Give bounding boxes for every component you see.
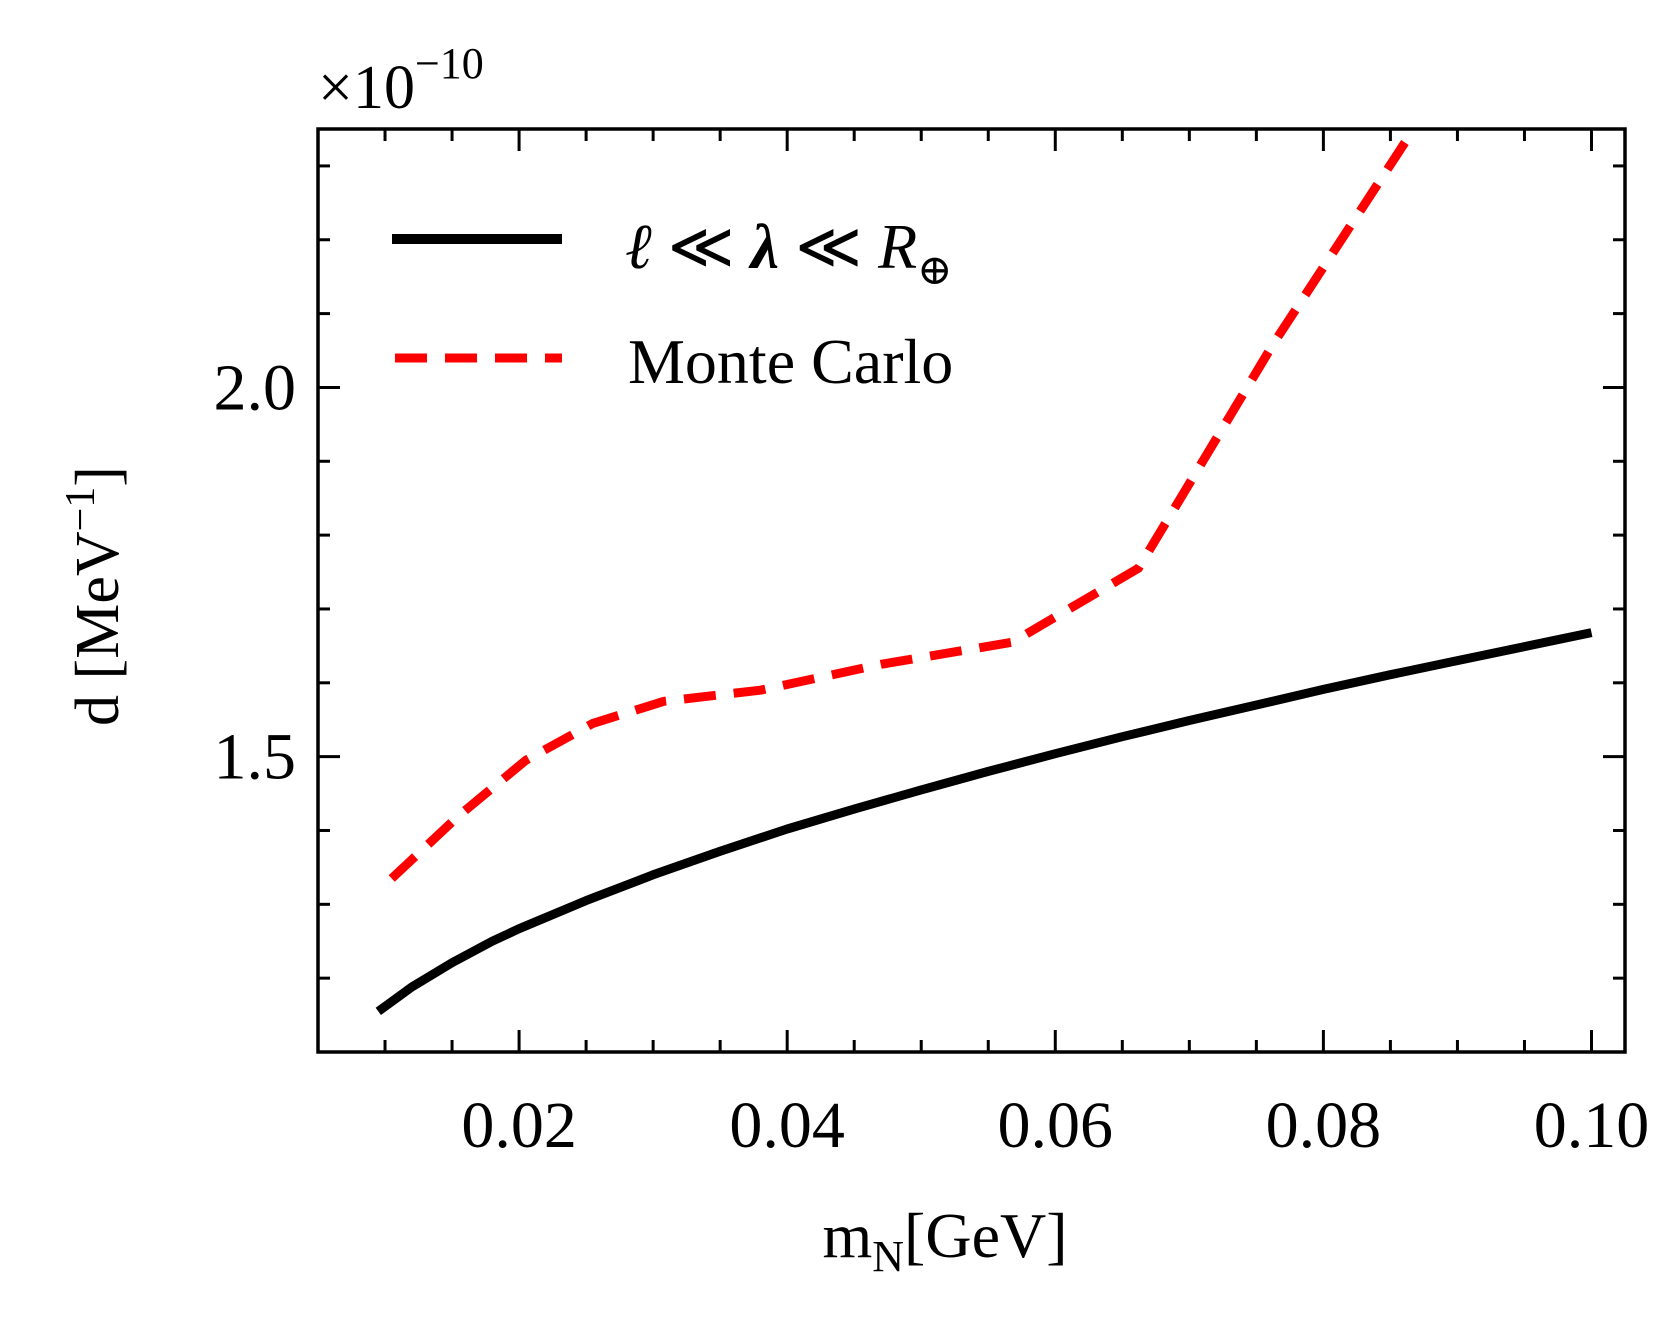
legend-lambda: λ (748, 211, 779, 282)
legend: ℓ ≪ λ ≪ R⊕ Monte Carlo (392, 211, 953, 397)
x-tick-label: 0.02 (461, 1089, 577, 1162)
axis-multiplier-base: ×10 (318, 54, 415, 122)
series-line-analytic (375, 628, 1593, 1016)
series-lines (375, 137, 1593, 1016)
axis-multiplier-exponent: −10 (415, 39, 484, 88)
x-tick-label: 0.04 (729, 1089, 845, 1162)
tick-labels: 0.02 0.04 0.06 0.08 0.10 1.5 2.0 (214, 351, 1650, 1162)
legend-R: R (877, 211, 917, 282)
y-tick-label: 1.5 (214, 721, 297, 794)
plot-frame (316, 127, 1627, 1054)
axis-multiplier: ×10−10 (318, 39, 484, 122)
y-axis-label: d [MeV−1] (58, 466, 132, 726)
y-axis-label-main: d [MeV (64, 531, 132, 726)
x-axis-label-unit: [GeV] (904, 1200, 1067, 1271)
legend-label-monte-carlo: Monte Carlo (628, 326, 953, 397)
tick-marks (316, 129, 1625, 1054)
legend-ll-2: ≪ (779, 211, 878, 282)
x-tick-label: 0.06 (998, 1089, 1114, 1162)
x-axis-label-m: m (822, 1200, 872, 1271)
x-tick-label: 0.08 (1266, 1089, 1382, 1162)
legend-ell: ℓ (625, 211, 652, 282)
x-tick-label: 0.10 (1534, 1089, 1650, 1162)
x-axis-label-sub: N (872, 1232, 904, 1281)
y-tick-label: 2.0 (214, 351, 297, 424)
y-axis-label-sup: −1 (58, 487, 104, 532)
series-line-monte-carlo (388, 137, 1411, 882)
legend-ll-1: ≪ (652, 211, 751, 282)
x-axis-label: mN[GeV] (822, 1200, 1067, 1281)
legend-earth-sub: ⊕ (917, 248, 952, 294)
legend-label-analytic: ℓ ≪ λ ≪ R⊕ (625, 211, 952, 294)
y-axis-label-close: ] (64, 466, 132, 487)
